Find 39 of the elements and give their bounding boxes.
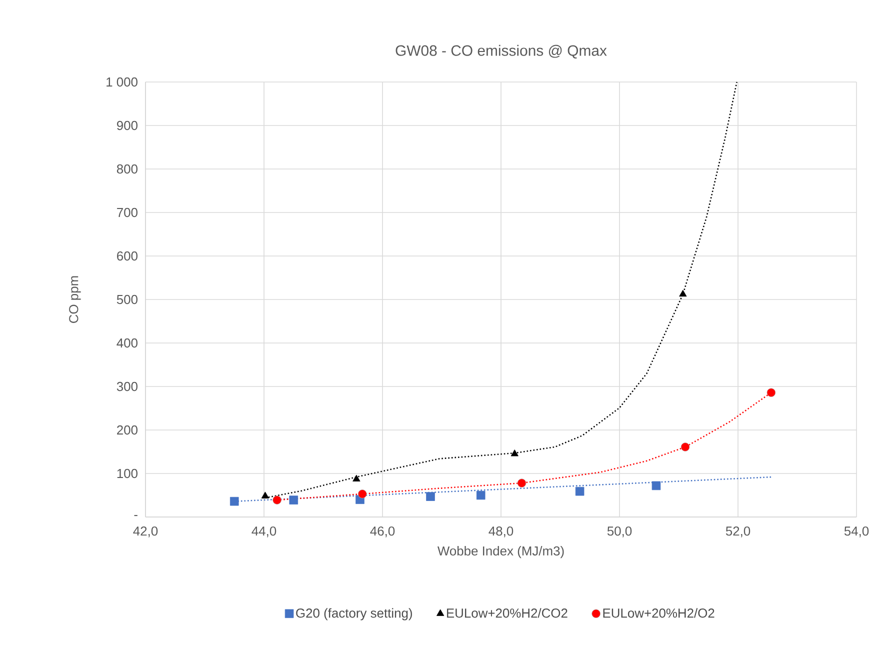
x-tick-label: 54,0 — [844, 526, 869, 538]
point — [352, 474, 360, 482]
point — [679, 290, 687, 297]
point — [358, 490, 367, 498]
point — [426, 492, 435, 501]
y-tick-label: 400 — [116, 338, 138, 348]
point — [575, 486, 584, 496]
point — [289, 496, 298, 504]
point — [261, 492, 270, 498]
chart-title: GW08 - CO emissions @ Qmax — [396, 44, 607, 59]
legend-label: EULow+20%H2/CO2 — [447, 608, 568, 618]
x-tick-label: 44,0 — [252, 526, 276, 538]
point — [510, 450, 518, 456]
y-tick-label: 200 — [117, 425, 138, 435]
legend-label: G20 (factory setting) — [296, 608, 412, 620]
x-axis-title: Wobbe Index (MJ/m3) — [437, 546, 564, 558]
y-tick-label: 700 — [117, 208, 138, 218]
y-tick-label: 800 — [116, 164, 138, 174]
y-tick-label: 100 — [117, 468, 138, 478]
point — [652, 481, 661, 490]
x-tick-label: 52,0 — [726, 526, 750, 538]
point — [766, 388, 776, 397]
y-tick-label: 300 — [116, 382, 138, 392]
point — [517, 478, 526, 488]
y-tick-label: 900 — [116, 120, 138, 130]
x-tick-label: 46,0 — [370, 526, 395, 538]
y-axis-title: CO ppm — [69, 276, 81, 323]
x-tick-label: 42,0 — [133, 526, 158, 538]
point — [476, 490, 486, 500]
y-tick-label: - — [134, 515, 138, 516]
y-tick-label: 1 000 — [106, 77, 138, 87]
y-tick-label: 600 — [117, 251, 138, 261]
point — [680, 442, 690, 452]
x-tick-label: 50,0 — [607, 526, 632, 538]
y-tick-label: 500 — [116, 294, 138, 304]
point — [272, 496, 282, 504]
point — [230, 496, 239, 506]
x-tick-label: 48,0 — [488, 526, 514, 538]
legend-label: EULow+20%H2/O2 — [603, 608, 714, 618]
